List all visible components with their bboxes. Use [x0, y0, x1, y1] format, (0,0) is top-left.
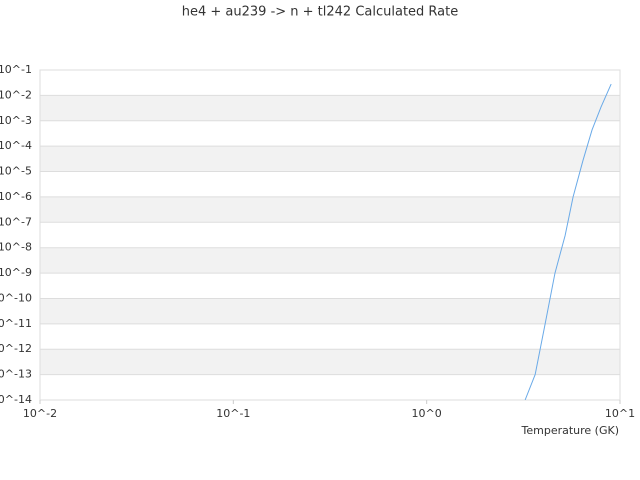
plot-border — [39, 69, 621, 401]
grid-band — [40, 196, 620, 223]
y-tick-label: 10^-8 — [0, 241, 32, 254]
x-axis-label: Temperature (GK) — [521, 424, 620, 437]
grid-band — [40, 298, 620, 324]
grid-band — [40, 95, 620, 121]
y-tick-label: 10^-3 — [0, 114, 32, 127]
y-tick-label: 10^-1 — [0, 63, 32, 76]
y-tick-label: 10^-11 — [0, 317, 32, 330]
y-tick-label: 10^-14 — [0, 393, 32, 406]
x-tick-label: 10^-1 — [216, 407, 250, 420]
y-tick-label: 10^-9 — [0, 266, 32, 279]
x-tick-label: 10^-2 — [23, 407, 57, 420]
y-tick-label: 10^-6 — [0, 190, 32, 203]
y-tick-label: 10^-5 — [0, 165, 32, 178]
y-tick-label: 10^-13 — [0, 368, 32, 381]
grid-band — [40, 349, 620, 375]
grid-band — [40, 247, 620, 274]
data-line — [524, 83, 612, 400]
y-tick-label: 10^-10 — [0, 291, 32, 304]
grid-band — [40, 146, 620, 172]
y-tick-label: 10^-12 — [0, 342, 32, 355]
chart-title: he4 + au239 -> n + tl242 Calculated Rate — [182, 5, 459, 20]
x-tick-label: 10^0 — [412, 407, 442, 420]
x-tick-label: 10^1 — [605, 407, 635, 420]
y-tick-label: 10^-7 — [0, 215, 32, 228]
y-tick-label: 10^-2 — [0, 88, 32, 101]
y-tick-label: 10^-4 — [0, 139, 32, 152]
